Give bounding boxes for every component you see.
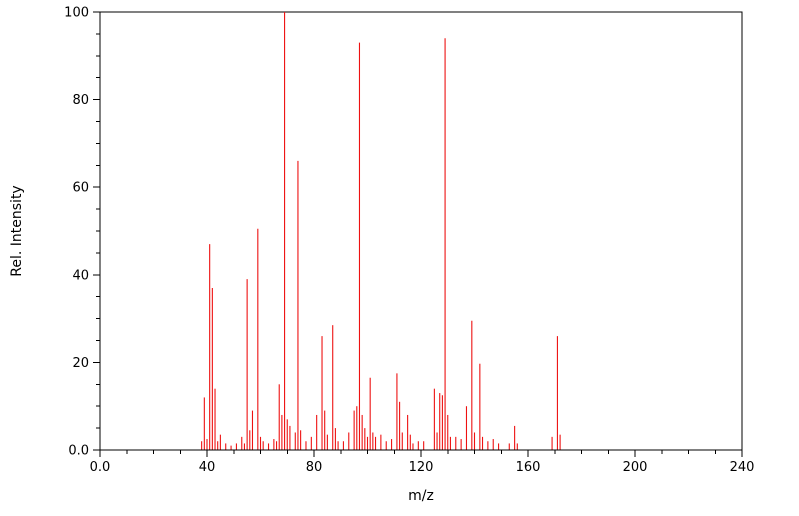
x-tick-label: 200 [623, 460, 648, 475]
y-tick-label: 60 [72, 181, 89, 196]
y-tick-label: 100 [64, 6, 89, 21]
x-tick-label: 40 [199, 460, 216, 475]
y-tick-label: 0.0 [68, 444, 89, 459]
plot-frame [99, 11, 743, 451]
x-tick-label: 240 [730, 460, 755, 475]
x-tick-label: 0.0 [90, 460, 111, 475]
y-tick-label: 20 [72, 356, 89, 371]
x-axis-title: m/z [408, 488, 434, 504]
y-tick-label: 80 [72, 93, 89, 108]
x-tick-label: 120 [409, 460, 434, 475]
y-axis-title: Rel. Intensity [9, 185, 25, 277]
x-tick-label: 80 [306, 460, 323, 475]
y-tick-label: 40 [72, 268, 89, 283]
x-tick-label: 160 [516, 460, 541, 475]
